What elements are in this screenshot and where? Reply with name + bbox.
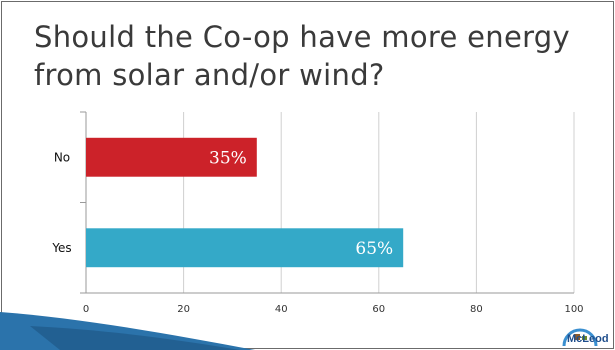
data-label-no: 35% <box>209 148 247 168</box>
x-tick-label: 100 <box>564 304 583 315</box>
x-tick-label: 0 <box>83 304 89 315</box>
bar-yes <box>86 228 404 268</box>
x-tick-label: 80 <box>470 304 483 315</box>
category-label-yes: Yes <box>51 241 71 255</box>
labels-layer: 0 20 40 60 80 100 No 35% Yes 65% <box>51 148 583 315</box>
data-label-yes: 65% <box>355 239 393 259</box>
x-tick-label: 60 <box>372 304 385 315</box>
x-tick-label: 20 <box>177 304 190 315</box>
logo-text: McLeod <box>567 333 609 345</box>
x-tick-label: 40 <box>275 304 288 315</box>
decorative-swoosh-shade <box>30 326 240 350</box>
category-label-no: No <box>54 150 70 164</box>
chart-title: Should the Co-op have more energy from s… <box>34 20 570 92</box>
mcleod-logo-icon <box>562 328 598 347</box>
bars-layer <box>86 137 404 268</box>
bar-no <box>86 137 257 177</box>
